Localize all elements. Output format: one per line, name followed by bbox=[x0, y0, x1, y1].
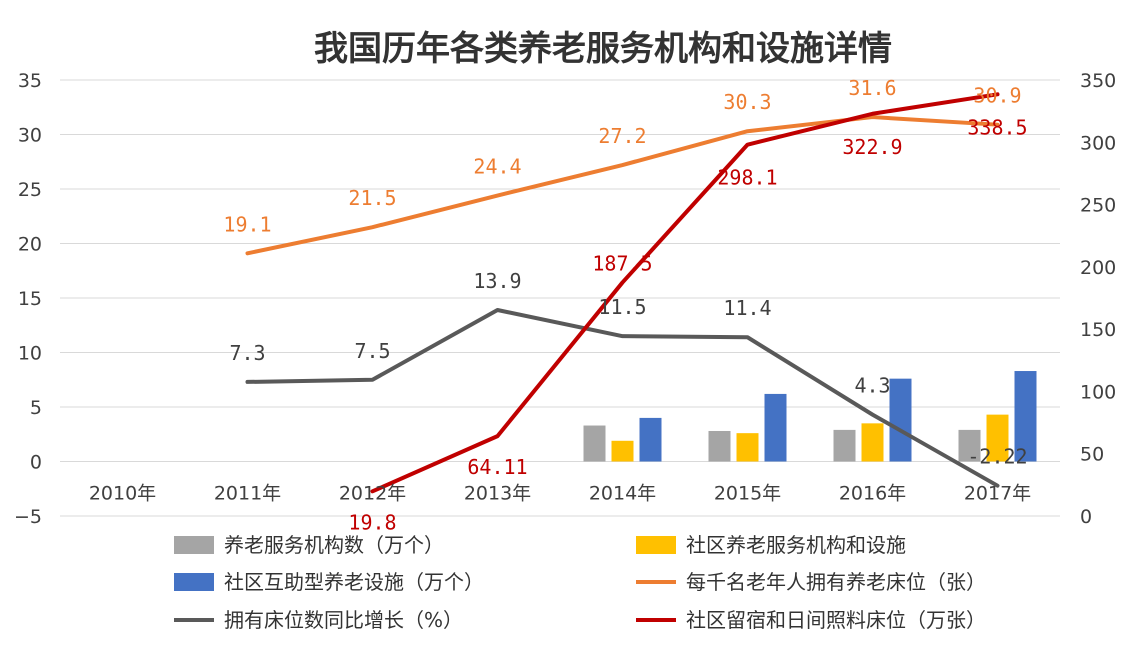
series-line bbox=[245, 115, 1000, 256]
y-left-tick: 0 bbox=[30, 452, 42, 474]
bar bbox=[958, 429, 981, 462]
category-label: 2014年 bbox=[589, 483, 656, 505]
data-label: 30.9 bbox=[973, 84, 1021, 108]
bar bbox=[611, 440, 634, 462]
data-label: 7.5 bbox=[354, 339, 390, 363]
data-label: 19.8 bbox=[348, 510, 396, 534]
series-line bbox=[245, 307, 1000, 488]
legend-label: 养老服务机构数（万个） bbox=[224, 533, 444, 557]
category-label: 2011年 bbox=[214, 483, 281, 505]
legend-swatch bbox=[174, 536, 214, 554]
data-label: 30.3 bbox=[723, 90, 771, 114]
category-label: 2017年 bbox=[964, 483, 1031, 505]
y-right-tick: 50 bbox=[1080, 444, 1104, 466]
y-left-tick: 30 bbox=[18, 125, 42, 147]
category-labels: 2010年 2011年 2012年 2013年 2014年 2015年 2016年 2017年 bbox=[89, 483, 1031, 505]
legend-label: 社区互助型养老设施（万个） bbox=[224, 570, 484, 594]
legend-label: 社区留宿和日间照料床位（万张） bbox=[686, 608, 986, 632]
y-right-tick: 300 bbox=[1080, 132, 1116, 154]
data-label: 11.4 bbox=[723, 296, 771, 320]
legend-swatch bbox=[636, 536, 676, 554]
bar bbox=[639, 417, 662, 462]
y-left-tick: 5 bbox=[30, 397, 42, 419]
y-left-tick: 10 bbox=[18, 343, 42, 365]
bar bbox=[889, 378, 912, 462]
y-left-tick: 20 bbox=[18, 234, 42, 256]
y-left-tick: 35 bbox=[18, 70, 42, 92]
data-label: 4.3 bbox=[854, 374, 890, 398]
y-right-tick: 200 bbox=[1080, 257, 1116, 279]
y-left-tick: −5 bbox=[14, 506, 42, 528]
y-right-tick: 0 bbox=[1080, 506, 1092, 528]
data-label: -2.22 bbox=[967, 445, 1027, 469]
data-label: 13.9 bbox=[473, 269, 521, 293]
bar bbox=[861, 423, 884, 462]
bar bbox=[583, 425, 606, 462]
data-label: 27.2 bbox=[598, 124, 646, 148]
category-label: 2010年 bbox=[89, 483, 156, 505]
data-label: 64.11 bbox=[467, 455, 527, 479]
series-lines bbox=[245, 92, 1000, 494]
data-label: 11.5 bbox=[598, 295, 646, 319]
chart-title: 我国历年各类养老服务机构和设施详情 bbox=[314, 29, 892, 69]
bars bbox=[583, 371, 1037, 462]
bar bbox=[764, 393, 787, 462]
data-label: 298.1 bbox=[717, 166, 777, 190]
data-label: 21.5 bbox=[348, 186, 396, 210]
right-axis: 350 300 250 200 150 100 50 0 bbox=[1080, 70, 1116, 528]
y-right-tick: 350 bbox=[1080, 70, 1116, 92]
y-right-tick: 150 bbox=[1080, 319, 1116, 341]
legend-label: 拥有床位数同比增长（%） bbox=[224, 608, 463, 632]
y-left-tick: 15 bbox=[18, 288, 42, 310]
data-label: 24.4 bbox=[473, 155, 521, 179]
data-labels: 19.1 21.5 24.4 27.2 30.3 31.6 30.9 7.3 7.5 13.9 11… bbox=[223, 76, 1027, 534]
data-label: 187.5 bbox=[592, 251, 652, 275]
series-line bbox=[370, 92, 1000, 494]
data-label: 7.3 bbox=[229, 341, 265, 365]
category-label: 2015年 bbox=[714, 483, 781, 505]
data-label: 19.1 bbox=[223, 212, 271, 236]
gridlines bbox=[60, 79, 1060, 517]
data-label: 31.6 bbox=[848, 76, 896, 100]
category-label: 2016年 bbox=[839, 483, 906, 505]
data-label: 322.9 bbox=[842, 135, 902, 159]
bar bbox=[736, 433, 759, 462]
left-axis: 35 30 25 20 15 10 5 0 −5 bbox=[14, 70, 42, 528]
data-label: 338.5 bbox=[967, 115, 1027, 139]
category-label: 2012年 bbox=[339, 483, 406, 505]
bar bbox=[1014, 371, 1037, 462]
y-left-tick: 25 bbox=[18, 179, 42, 201]
category-label: 2013年 bbox=[464, 483, 531, 505]
y-right-tick: 100 bbox=[1080, 381, 1116, 403]
legend-label: 每千名老年人拥有养老床位（张） bbox=[686, 570, 986, 594]
legend-swatch bbox=[174, 573, 214, 591]
legend-label: 社区养老服务机构和设施 bbox=[686, 533, 906, 557]
y-right-tick: 250 bbox=[1080, 195, 1116, 217]
bar bbox=[986, 414, 1009, 462]
bar bbox=[708, 430, 731, 462]
bar bbox=[833, 429, 856, 462]
